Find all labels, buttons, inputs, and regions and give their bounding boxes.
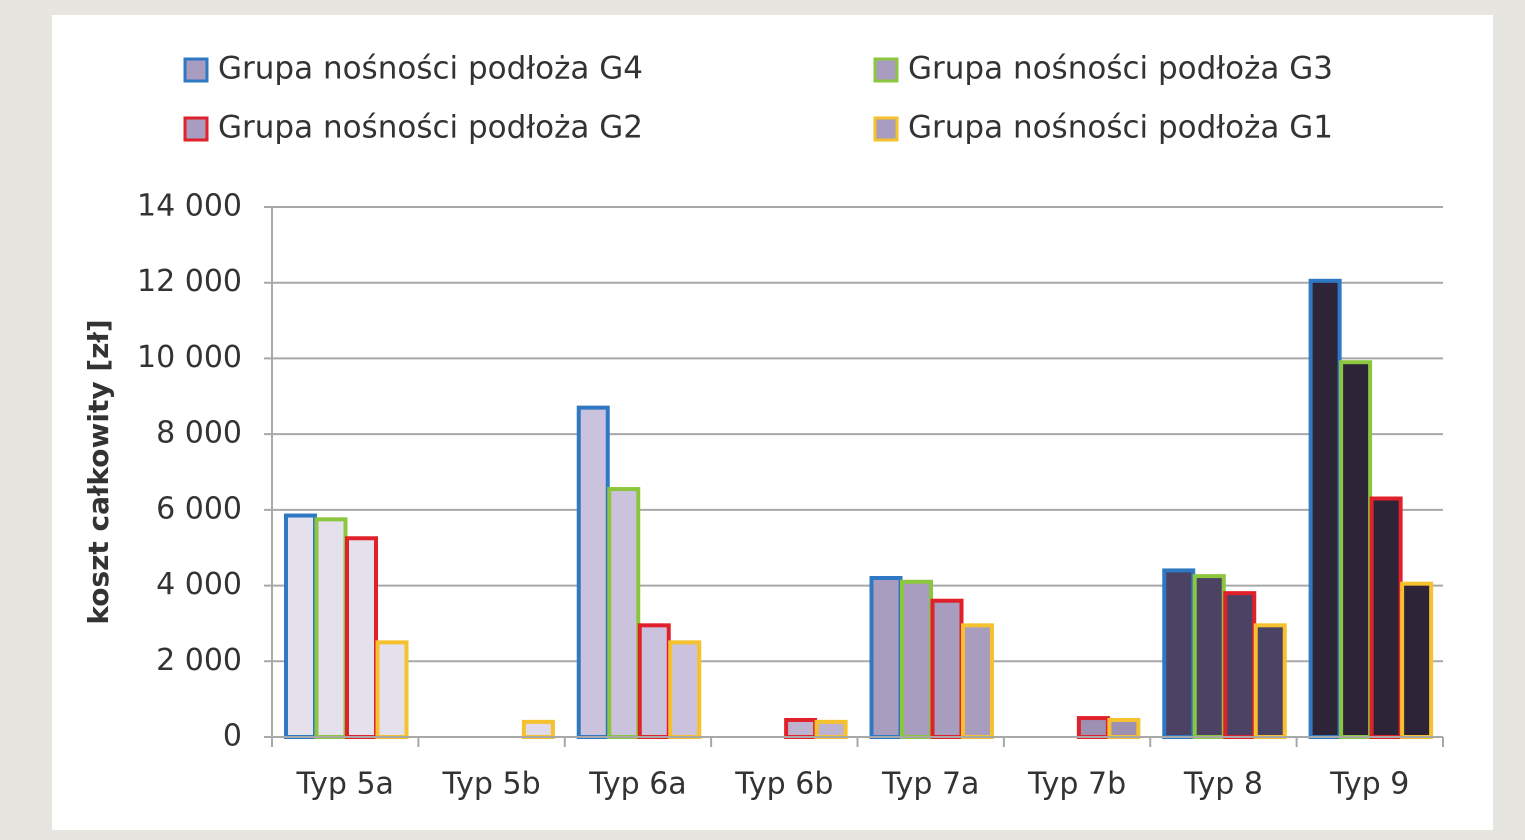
legend-swatch — [873, 57, 899, 83]
x-tick-label: Typ 9 — [1329, 767, 1409, 802]
bar — [930, 598, 964, 740]
x-tick-label: Typ 5a — [295, 767, 393, 802]
bar — [1107, 717, 1141, 740]
bar — [668, 640, 702, 739]
bar — [1076, 716, 1110, 739]
x-tick-label: Typ 7a — [881, 767, 979, 802]
y-tick-label: 6 000 — [156, 491, 242, 526]
legend-swatch — [183, 57, 209, 83]
legend-label: Grupa nośności podłoża G4 — [218, 51, 643, 87]
legend-swatch — [183, 116, 209, 142]
x-tick-label: Typ 6a — [588, 767, 686, 802]
bar — [900, 579, 933, 739]
bar — [637, 623, 671, 739]
x-tick-label: Typ 5b — [442, 767, 541, 802]
bar — [1223, 591, 1257, 740]
bar — [1308, 278, 1342, 739]
x-tick-label: Typ 7b — [1027, 767, 1126, 802]
legend-label: Grupa nośności podłoża G1 — [908, 110, 1333, 146]
legend-label: Grupa nośności podłoża G2 — [218, 110, 643, 146]
bar — [1339, 360, 1373, 739]
bar — [607, 487, 641, 739]
bar — [521, 719, 555, 739]
y-tick-label: 0 — [223, 719, 242, 754]
bar — [814, 719, 848, 739]
bar — [1369, 496, 1403, 739]
bar — [1400, 581, 1434, 740]
bar — [314, 517, 348, 739]
bar — [1253, 623, 1287, 739]
x-tick-label: Typ 6b — [734, 767, 833, 802]
x-tick-label: Typ 8 — [1183, 767, 1263, 802]
legend: Grupa nośności podłoża G4 Grupa nośności … — [183, 51, 1333, 146]
bar — [869, 576, 903, 739]
bar — [284, 513, 317, 739]
y-tick-label: 2 000 — [156, 643, 242, 678]
bar — [961, 623, 994, 739]
legend-label: Grupa nośności podłoża G3 — [908, 51, 1333, 87]
legend-swatch — [873, 116, 899, 142]
y-tick-label: 4 000 — [156, 567, 242, 602]
y-tick-label: 12 000 — [137, 264, 242, 299]
bar — [345, 536, 378, 739]
bar — [1192, 574, 1226, 739]
bar — [375, 640, 409, 739]
bar — [1162, 568, 1196, 740]
bar — [784, 717, 818, 740]
y-axis-label: koszt całkowity [zł] — [82, 319, 115, 624]
y-tick-label: 14 000 — [137, 189, 242, 224]
y-tick-label: 8 000 — [156, 416, 242, 451]
bar — [576, 405, 610, 739]
y-tick-label: 10 000 — [137, 340, 242, 375]
